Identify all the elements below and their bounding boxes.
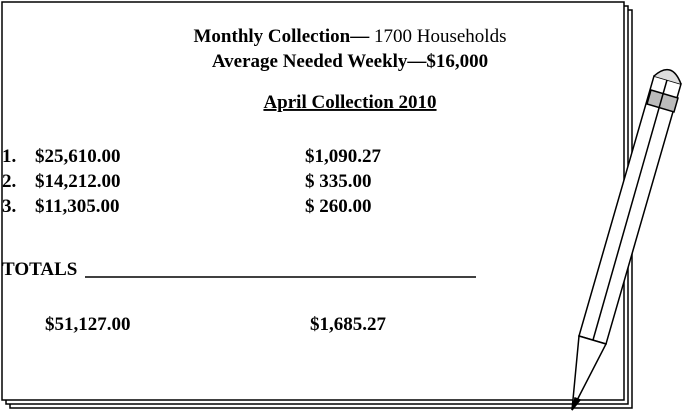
row-amount: $1,090.27 — [305, 146, 382, 167]
row-amount: $ 260.00 — [305, 196, 372, 217]
row-amount: $11,305.00 — [35, 196, 119, 217]
subtitle: Average Needed Weekly—$16,000 — [212, 51, 488, 72]
row-number: 2. — [2, 171, 16, 192]
rows: 1. $25,610.00 $1,090.27 2. $14,212.00 $ 335.0… — [2, 146, 382, 217]
title-rest: 1700 Households — [369, 26, 506, 47]
total-value: $1,685.27 — [310, 314, 387, 335]
row-amount: $14,212.00 — [35, 171, 121, 192]
total-value: $51,127.00 — [45, 314, 131, 335]
pencil — [571, 68, 682, 411]
row-amount: $25,610.00 — [35, 146, 121, 167]
title: Monthly Collection— 1700 Households — [194, 26, 507, 47]
totals-label: TOTALS — [2, 259, 77, 280]
paper-stack — [1, 1, 633, 409]
title-bold: Monthly Collection— — [194, 26, 371, 47]
section-title: April Collection 2010 — [263, 92, 436, 113]
row-amount: $ 335.00 — [305, 171, 372, 192]
row-number: 3. — [2, 196, 16, 217]
row-number: 1. — [2, 146, 16, 167]
